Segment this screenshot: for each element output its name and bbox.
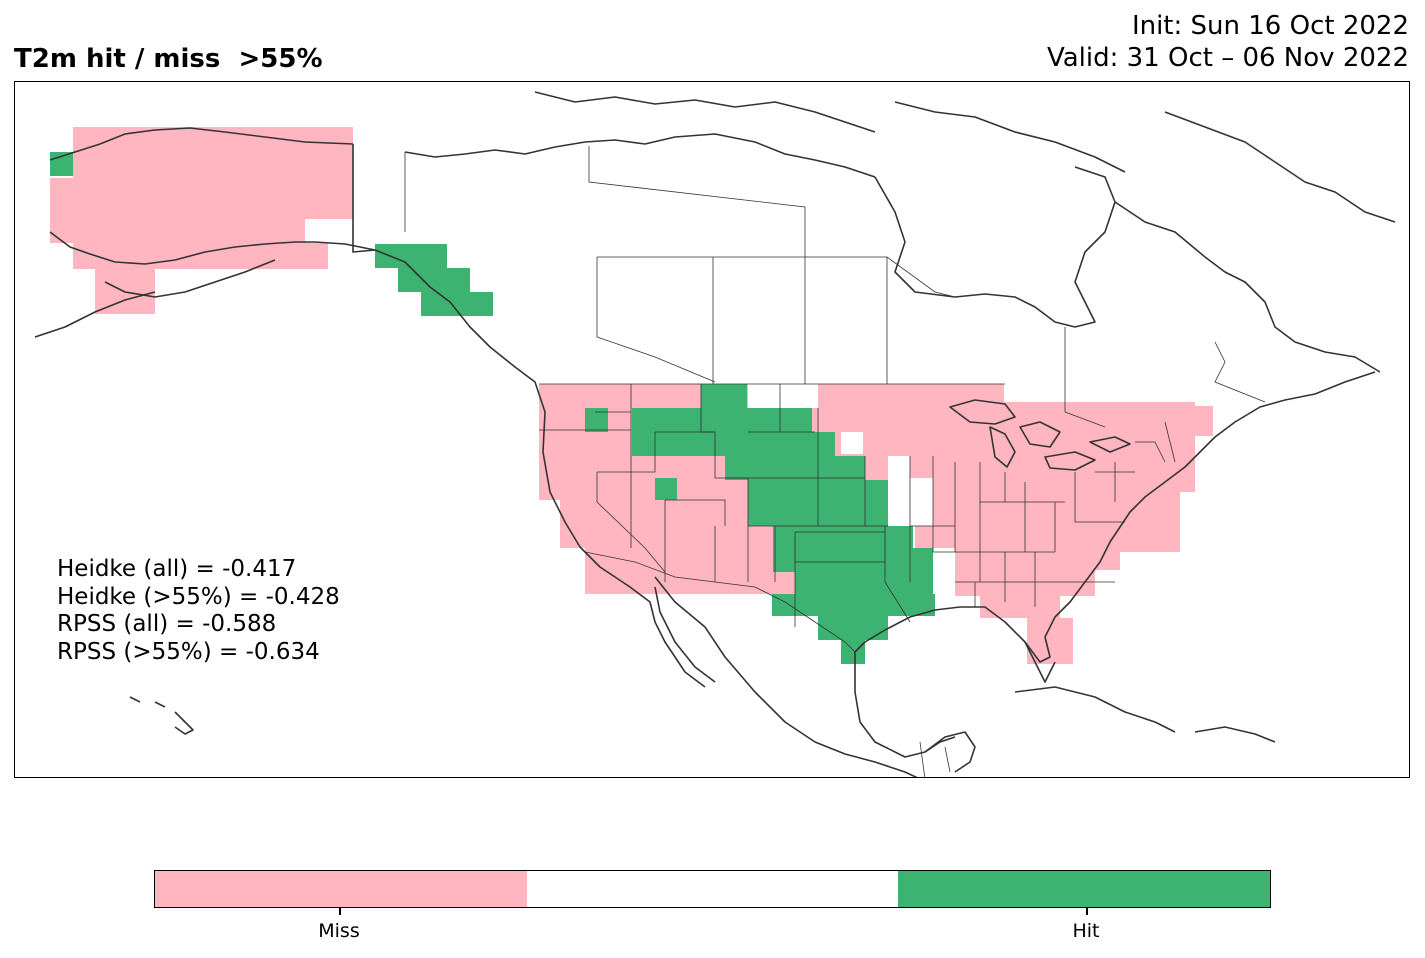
hit-cell: [585, 408, 608, 432]
coastlines-and-borders: [34, 91, 1396, 777]
colorbar-hit-tick: [1086, 908, 1088, 915]
hit-cell: [421, 292, 493, 316]
miss-cell: [50, 178, 73, 219]
miss-cell: [1165, 406, 1213, 436]
forecast-dates: Init: Sun 16 Oct 2022 Valid: 31 Oct – 06…: [1047, 10, 1409, 74]
hit-cell: [375, 244, 447, 268]
map-frame: [14, 81, 1410, 778]
rpss-55-score: RPSS (>55%) = -0.634: [57, 638, 320, 665]
neutral-cell: [933, 548, 955, 594]
heidke-all-score: Heidke (all) = -0.417: [57, 556, 297, 582]
hit-cell: [655, 432, 835, 456]
miss-cell: [980, 500, 1120, 570]
neutral-cell: [888, 478, 933, 526]
hit-cell: [398, 268, 470, 292]
hit-cell: [773, 526, 913, 572]
colorbar-hit-label: Hit: [1072, 920, 1100, 942]
map-canvas: [34, 91, 1396, 777]
neutral-cell: [888, 456, 910, 478]
skill-scores: Heidke (all) = -0.417 Heidke (>55%) = -0…: [57, 556, 340, 666]
rpss-all-score: RPSS (all) = -0.588: [57, 611, 277, 637]
colorbar-miss-tick: [339, 908, 341, 915]
hit-cell: [841, 640, 865, 664]
neutral-cell: [841, 432, 863, 454]
hit-cell: [632, 432, 655, 456]
miss-cell: [73, 243, 328, 269]
colorbar-miss-segment: [155, 871, 527, 907]
neutral-cell: [748, 384, 818, 408]
hit-cell: [772, 594, 932, 616]
colorbar-neutral-segment: [526, 871, 899, 907]
hit-cell: [655, 478, 677, 500]
colorbar: [154, 870, 1271, 908]
miss-cell: [73, 127, 353, 219]
hit-cell: [818, 616, 888, 640]
init-date: Init: Sun 16 Oct 2022: [1131, 11, 1409, 41]
hit-cell: [701, 384, 747, 408]
colorbar-hit-segment: [898, 871, 1271, 907]
miss-cell: [655, 572, 775, 594]
heidke-55-score: Heidke (>55%) = -0.428: [57, 583, 340, 610]
hit-cell: [725, 456, 865, 480]
political-boundaries: [404, 146, 1266, 777]
miss-cell: [865, 402, 1195, 492]
hit-cell: [910, 548, 933, 594]
valid-period: Valid: 31 Oct – 06 Nov 2022: [1046, 43, 1409, 73]
miss-cell: [50, 219, 305, 243]
colorbar-miss-label: Miss: [318, 920, 360, 942]
miss-cell: [980, 596, 1060, 618]
hit-cell: [632, 408, 812, 432]
map-title: T2m hit / miss >55%: [14, 44, 323, 74]
